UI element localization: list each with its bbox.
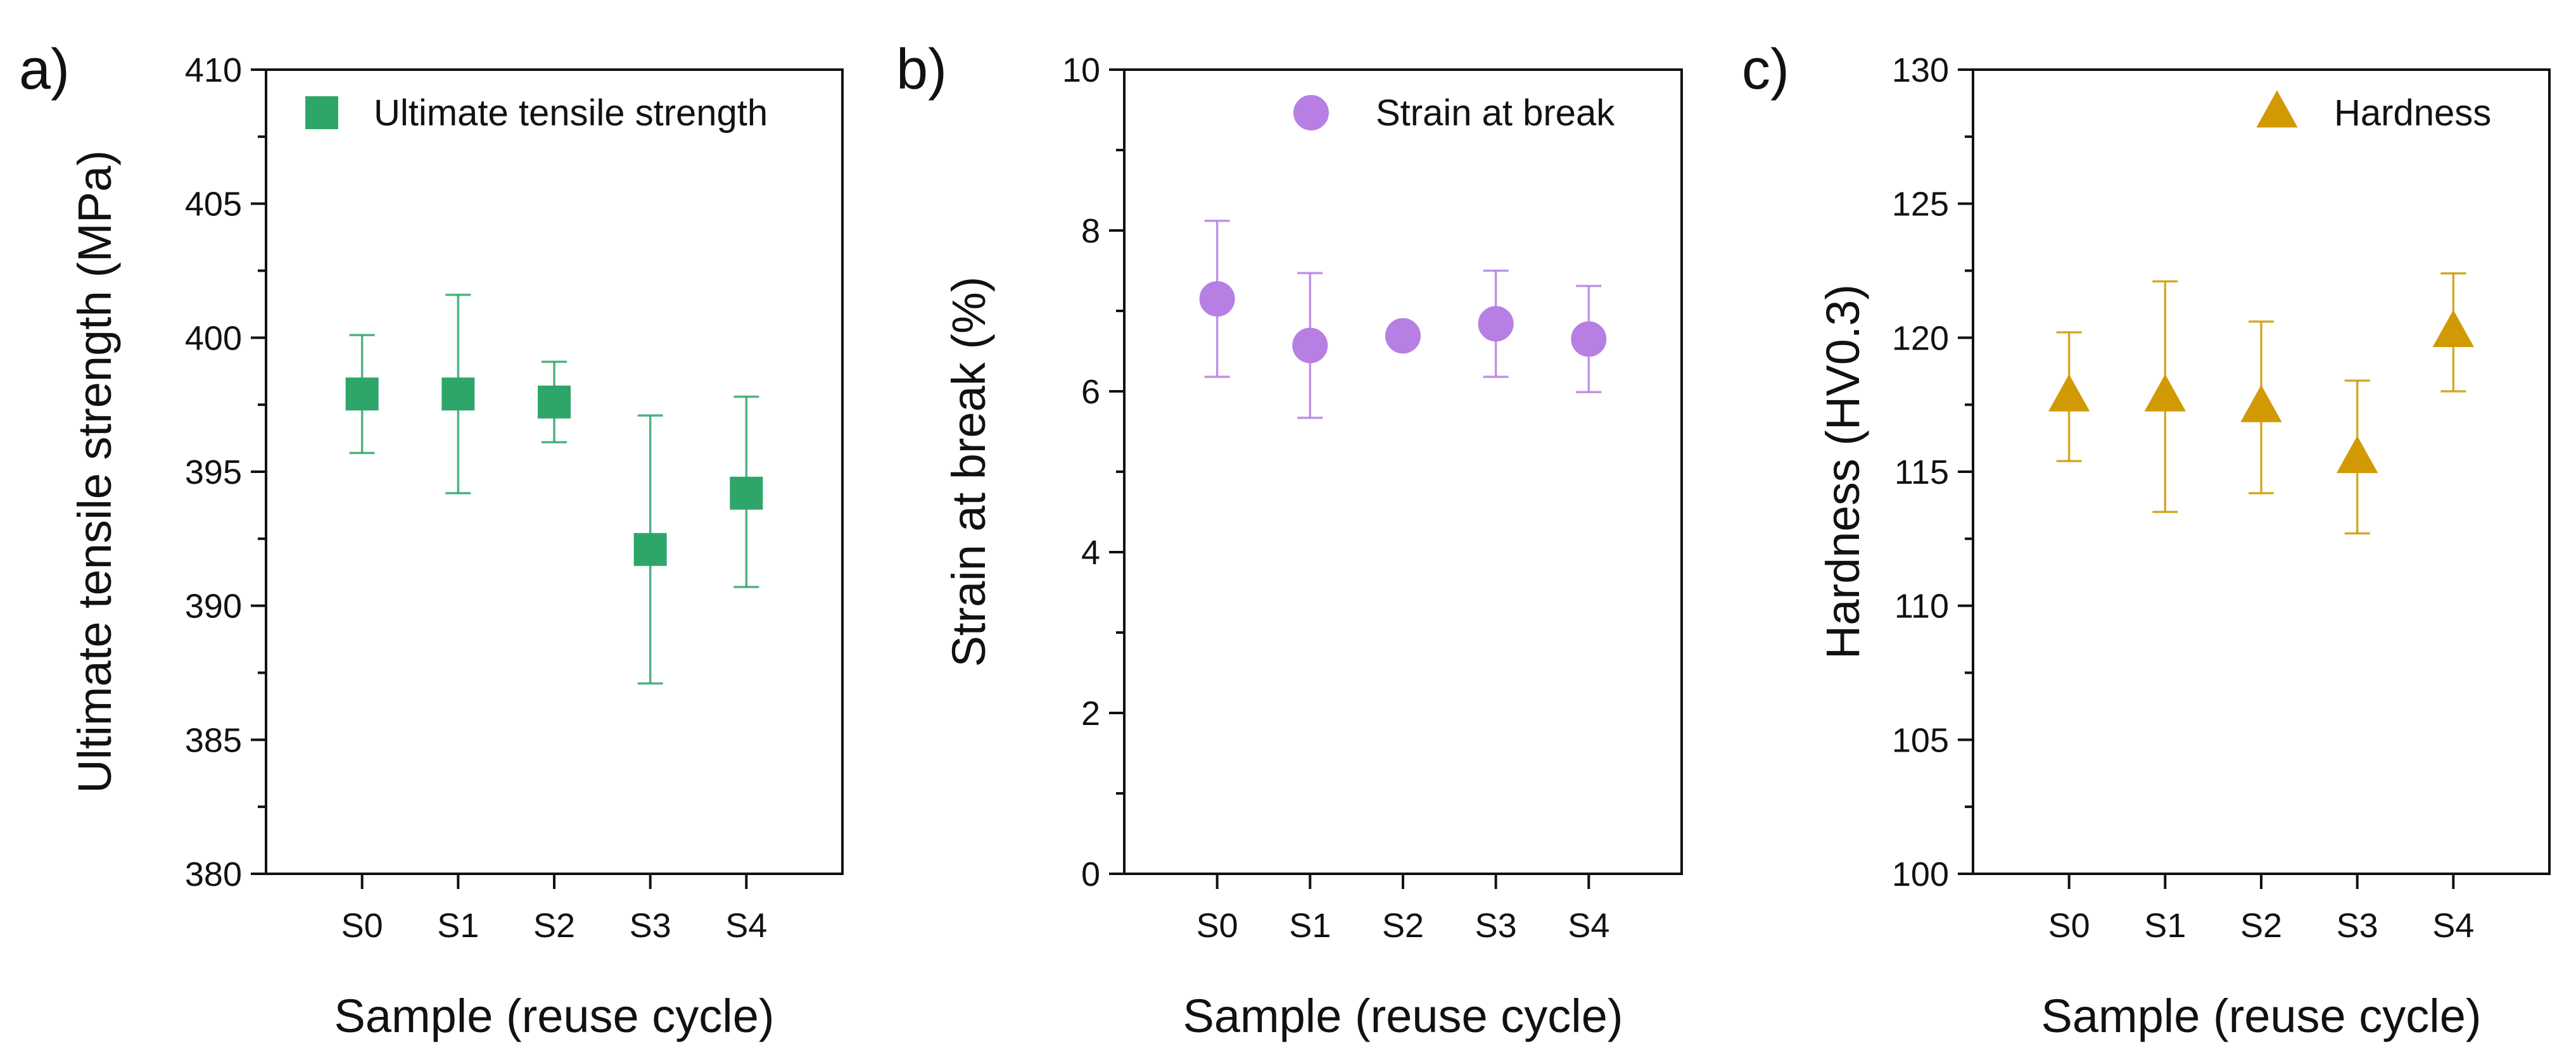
y-tick-label: 100 [1892, 855, 1949, 893]
data-point [2144, 374, 2186, 412]
chart-panel-2: 0 2 4 6 8 10 S0 S1 S2 S3 S4 Sample (reuse cycle) Str… [896, 38, 1683, 1042]
x-tick-label: S0 [2048, 907, 2090, 945]
data-point [1292, 327, 1328, 363]
legend-marker [305, 96, 338, 129]
y-tick-label: 400 [185, 319, 242, 357]
x-axis-title: Sample (reuse cycle) [1183, 990, 1623, 1042]
y-tick-label: 385 [185, 721, 242, 759]
x-axis-title: Sample (reuse cycle) [334, 990, 774, 1042]
x-tick-label: S3 [630, 907, 671, 945]
x-tick-label: S3 [1475, 907, 1517, 945]
panel-label: c) [1742, 38, 1789, 101]
data-point [345, 377, 379, 411]
y-tick-label: 0 [1081, 855, 1100, 893]
y-tick-label: 110 [1894, 588, 1949, 626]
chart-panel-1: 380 385 390 395 400 405 410 S0 S1 S2 S3 S4 Sample (r… [19, 38, 844, 1042]
legend-marker [1293, 95, 1329, 130]
legend-marker [2256, 90, 2298, 128]
panel-label: b) [896, 38, 947, 101]
y-tick-label: 105 [1892, 721, 1949, 759]
y-tick-label: 390 [185, 588, 242, 626]
x-tick-label: S4 [1568, 907, 1609, 945]
data-point [441, 377, 475, 411]
panel-label: a) [19, 38, 70, 101]
x-tick-label: S1 [1289, 907, 1331, 945]
data-point [633, 533, 667, 566]
data-point [730, 476, 763, 510]
y-tick-label: 395 [185, 453, 242, 491]
y-tick-label: 2 [1081, 695, 1100, 733]
y-tick-label: 380 [185, 855, 242, 893]
legend-label: Ultimate tensile strength [374, 92, 768, 134]
y-tick-label: 125 [1892, 186, 1949, 224]
y-tick-label: 8 [1081, 212, 1100, 250]
y-tick-label: 10 [1062, 51, 1100, 89]
x-axis-title: Sample (reuse cycle) [2041, 990, 2481, 1042]
y-tick-label: 115 [1894, 453, 1949, 491]
x-tick-label: S3 [2337, 907, 2378, 945]
y-tick-label: 120 [1892, 319, 1949, 357]
data-point [538, 385, 571, 419]
y-tick-label: 6 [1081, 373, 1100, 411]
y-axis-title: Hardness (HV0.3) [1817, 284, 1869, 659]
y-tick-label: 405 [185, 186, 242, 224]
x-tick-label: S2 [533, 907, 575, 945]
data-point [1199, 281, 1235, 317]
y-axis-title: Strain at break (%) [942, 277, 995, 667]
legend-label: Strain at break [1376, 92, 1615, 134]
x-tick-label: S0 [1196, 907, 1238, 945]
x-tick-label: S0 [341, 907, 383, 945]
data-point [2336, 436, 2378, 474]
x-tick-label: S4 [2432, 907, 2474, 945]
x-tick-label: S4 [725, 907, 767, 945]
data-point [1571, 321, 1607, 357]
data-point [2048, 374, 2090, 412]
plot-frame [265, 68, 844, 875]
y-axis-title: Ultimate tensile strength (MPa) [68, 150, 121, 793]
y-tick-label: 4 [1081, 534, 1100, 572]
chart-panel-3: 100 105 110 115 120 125 130 S0 S1 S2 S3 S4 Sample (r… [1742, 38, 2551, 1042]
data-point [2432, 310, 2475, 348]
legend-label: Hardness [2334, 92, 2491, 134]
x-tick-label: S1 [2144, 907, 2186, 945]
data-point [1478, 306, 1514, 342]
x-tick-label: S2 [2240, 907, 2282, 945]
y-tick-label: 410 [185, 51, 242, 89]
plot-frame [1123, 68, 1683, 875]
y-tick-label: 130 [1892, 51, 1949, 89]
x-tick-label: S2 [1382, 907, 1424, 945]
data-point [1385, 318, 1421, 354]
x-tick-label: S1 [437, 907, 479, 945]
data-point [2240, 384, 2282, 422]
